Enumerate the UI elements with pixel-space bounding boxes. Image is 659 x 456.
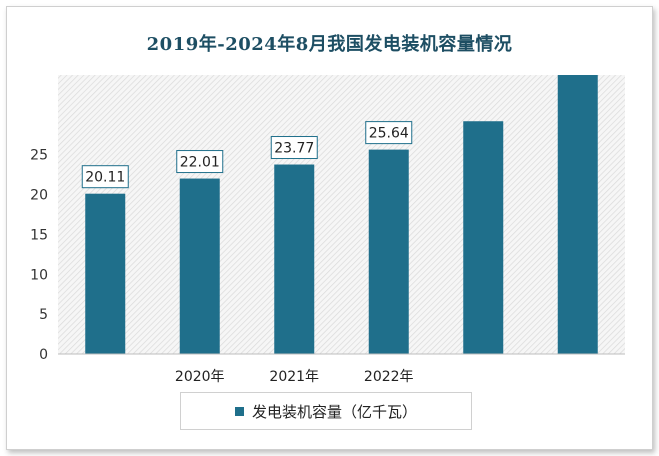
y-tick-label: 25: [30, 148, 48, 164]
data-label: 22.01: [180, 155, 220, 171]
bar: [274, 164, 315, 354]
y-tick-label: 20: [30, 188, 48, 204]
y-tick-label: 15: [30, 227, 48, 243]
bar: [463, 121, 504, 354]
x-tick-label: 2020年: [175, 369, 225, 385]
legend: 发电装机容量（亿千瓦）: [180, 392, 472, 430]
data-label-box: [270, 136, 318, 160]
y-tick-label: 5: [39, 307, 48, 323]
x-axis: 2020年 2021年 2022年: [175, 369, 414, 385]
data-label-box: [81, 165, 129, 189]
bar-series: 20.11 22.01 23.77 25.64: [81, 75, 598, 354]
data-label-box: [365, 121, 413, 145]
bar: [557, 75, 598, 354]
legend-label: 发电装机容量（亿千瓦）: [251, 402, 417, 421]
chart-title: 2019年-2024年8月我国发电装机容量情况: [146, 34, 513, 55]
data-label-box: [176, 150, 224, 174]
bar: [85, 193, 126, 354]
y-tick-label: 10: [30, 267, 48, 283]
bar: [368, 149, 409, 354]
data-label: 20.11: [85, 170, 125, 186]
data-label: 23.77: [274, 141, 314, 157]
x-tick-label: 2021年: [269, 369, 319, 385]
y-tick-label: 0: [39, 347, 48, 363]
x-tick-label: 2022年: [364, 369, 414, 385]
bar: [179, 178, 220, 354]
y-axis: 0 5 10 15 20 25: [30, 148, 48, 363]
legend-swatch: [234, 406, 244, 416]
plot-area: [58, 75, 625, 354]
data-label: 25.64: [369, 126, 409, 142]
